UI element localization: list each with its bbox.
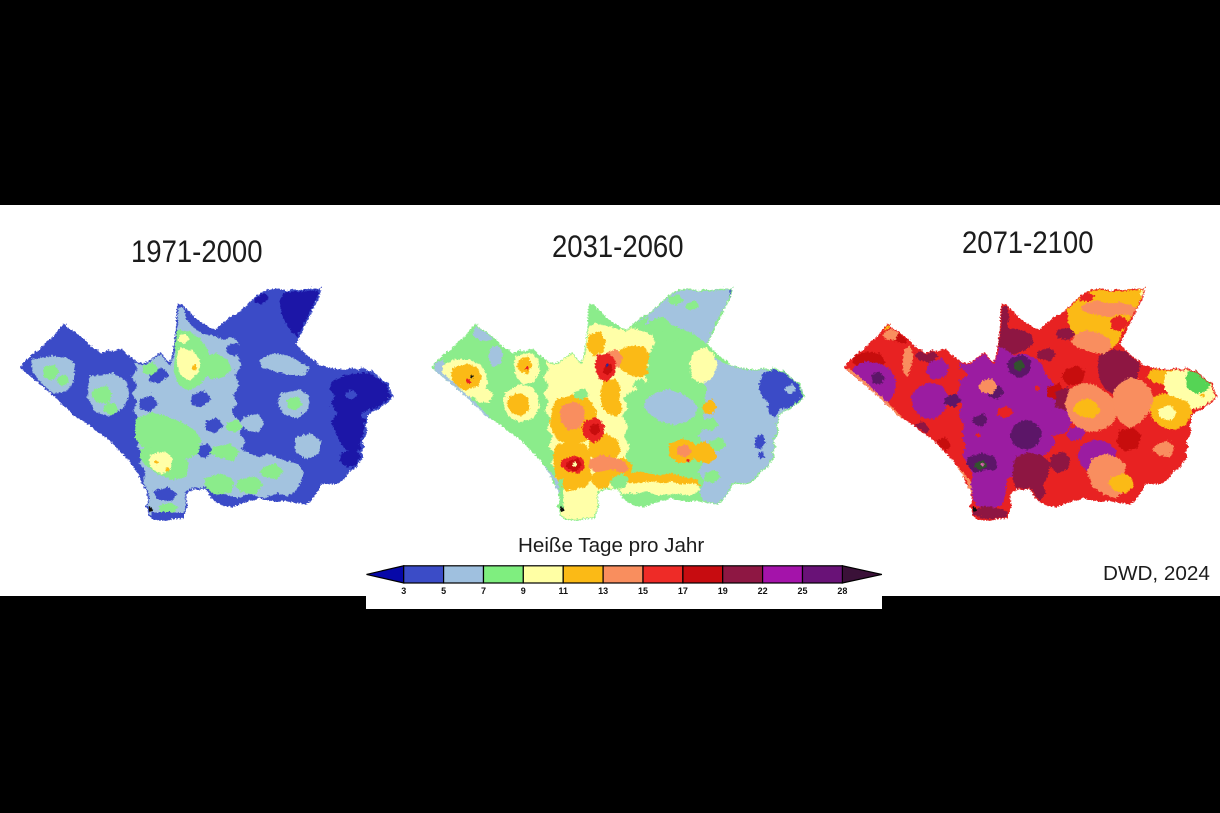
svg-text:15: 15 [638,586,648,596]
svg-text:9: 9 [521,586,526,596]
svg-text:13: 13 [598,586,608,596]
svg-text:25: 25 [797,586,807,596]
svg-text:5: 5 [441,586,446,596]
svg-text:19: 19 [718,586,728,596]
svg-text:22: 22 [758,586,768,596]
svg-text:3: 3 [401,586,406,596]
svg-text:28: 28 [837,586,847,596]
svg-text:11: 11 [558,586,568,596]
svg-text:7: 7 [481,586,486,596]
svg-text:17: 17 [678,586,688,596]
